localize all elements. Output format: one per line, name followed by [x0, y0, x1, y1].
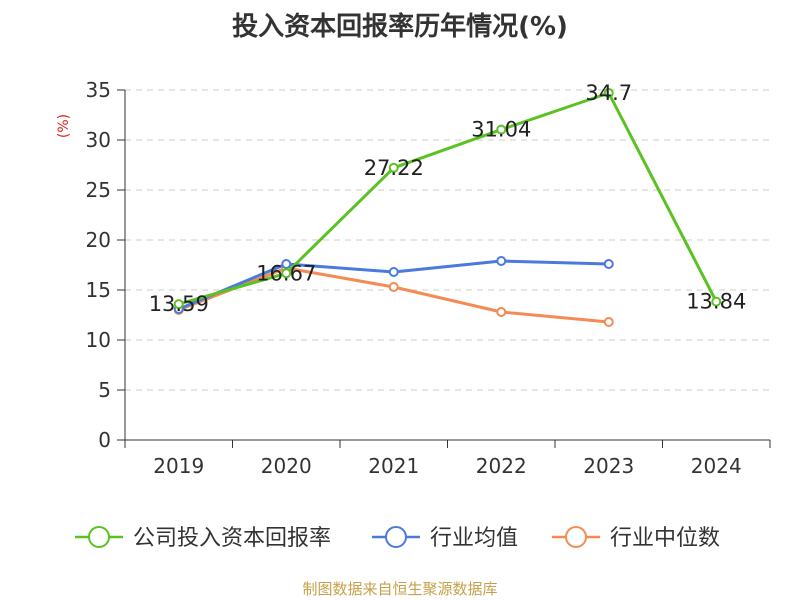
- x-tick-label: 2021: [368, 454, 419, 478]
- x-tick-label: 2020: [261, 454, 312, 478]
- data-label: 31.04: [471, 118, 531, 142]
- y-tick-label: 15: [86, 278, 111, 302]
- series-line: [178, 91, 718, 306]
- data-point: [388, 162, 399, 173]
- y-tick-label: 25: [86, 178, 111, 202]
- y-axis-label: (%): [56, 114, 72, 138]
- legend-label: 公司投入资本回报率: [133, 526, 331, 551]
- data-label-layer: 13.59 16.67 27.22 31.04 34.7 13.84: [149, 81, 747, 316]
- legend-marker: [565, 526, 587, 548]
- chart-title: 投入资本回报率历年情况(%): [232, 12, 568, 42]
- data-label: 16.67: [256, 261, 316, 285]
- legend-item-2[interactable]: 行业中位数: [552, 526, 720, 551]
- grid-layer: [125, 89, 770, 391]
- legend-marker: [385, 526, 407, 548]
- data-point: [281, 259, 292, 269]
- data-point: [388, 267, 399, 277]
- y-tick-label: 35: [86, 78, 111, 102]
- y-tick-label: 10: [86, 328, 111, 352]
- data-label: 13.84: [686, 290, 746, 314]
- data-point: [496, 307, 507, 317]
- data-label: 34.7: [585, 81, 632, 105]
- data-label: 13.59: [149, 292, 209, 316]
- data-point: [603, 259, 614, 269]
- y-tick-label: 20: [86, 228, 111, 252]
- data-point: [281, 268, 292, 279]
- axis-layer: 0 5 10 15 20 25 30 35 2019 2020 2021 2022 2023 2024: [86, 78, 771, 478]
- data-point: [603, 317, 614, 327]
- legend-marker: [88, 526, 110, 548]
- x-tick-label: 2023: [583, 454, 634, 478]
- data-point: [496, 256, 507, 266]
- data-point: [711, 296, 722, 307]
- legend-label: 行业中位数: [610, 526, 720, 551]
- legend-item-0[interactable]: 公司投入资本回报率: [75, 526, 331, 551]
- data-point: [173, 299, 184, 310]
- y-tick-label: 30: [86, 128, 111, 152]
- series-layer: [173, 88, 722, 327]
- data-point: [388, 282, 399, 292]
- x-tick-label: 2022: [476, 454, 527, 478]
- data-point: [496, 124, 507, 135]
- data-label: 27.22: [364, 156, 424, 180]
- source-note: 制图数据来自恒生聚源数据库: [302, 580, 498, 598]
- series-0: [173, 88, 722, 310]
- legend[interactable]: 公司投入资本回报率 行业均值 行业中位数: [75, 526, 720, 551]
- series-1: [173, 256, 614, 314]
- legend-label: 行业均值: [430, 526, 518, 551]
- legend-item-1[interactable]: 行业均值: [372, 526, 518, 551]
- y-tick-label: 5: [98, 378, 111, 402]
- x-tick-label: 2024: [691, 454, 742, 478]
- y-tick-label: 0: [98, 428, 111, 452]
- data-point: [603, 88, 614, 98]
- x-tick-label: 2019: [153, 454, 204, 478]
